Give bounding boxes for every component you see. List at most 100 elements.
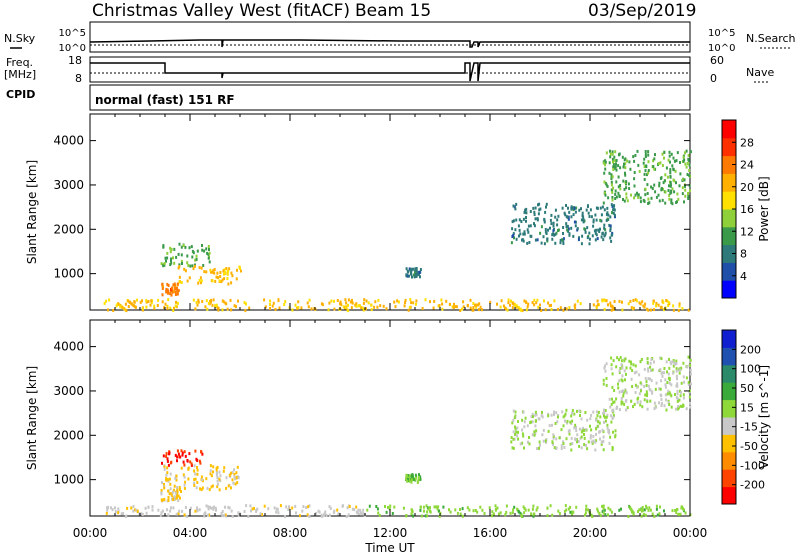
range-gate-cell: [240, 269, 242, 273]
range-gate-cell: [522, 239, 525, 243]
range-gate-cell: [640, 358, 643, 361]
range-gate-cell: [472, 302, 475, 305]
range-gate-cell: [611, 150, 614, 154]
range-gate-cell: [603, 226, 606, 230]
range-gate-cell: [653, 407, 656, 411]
range-gate-cell: [534, 206, 537, 210]
range-gate-cell: [393, 300, 396, 304]
range-gate-cell: [683, 380, 686, 384]
range-gate-cell: [173, 484, 176, 488]
range-gate-cell: [688, 163, 691, 167]
range-gate-cell: [643, 508, 646, 512]
range-gate-cell: [210, 485, 213, 489]
range-gate-cell: [633, 196, 636, 200]
range-gate-cell: [404, 301, 406, 305]
range-gate-cell: [534, 419, 537, 423]
range-gate-cell: [647, 150, 650, 154]
range-gate-cell: [587, 211, 590, 215]
range-gate-cell: [514, 410, 517, 414]
range-gate-cell: [658, 184, 661, 188]
range-gate-cell: [196, 249, 199, 253]
range-gate-cell: [526, 424, 529, 428]
range-gate-cell: [412, 477, 415, 481]
range-gate-cell: [671, 187, 674, 191]
range-gate-cell: [161, 287, 164, 290]
range-gate-cell: [166, 282, 169, 286]
colorbar-tick-label: -50: [740, 440, 758, 453]
range-gate-cell: [429, 506, 431, 510]
range-gate-cell: [605, 383, 608, 387]
range-gate-cell: [396, 299, 399, 303]
range-gate-cell: [243, 301, 246, 305]
range-gate-cell: [566, 421, 569, 425]
range-gate-cell: [180, 466, 183, 470]
range-gate-cell: [632, 405, 634, 409]
range-gate-cell: [147, 300, 150, 303]
range-gate-cell: [681, 186, 684, 190]
range-gate-cell: [324, 510, 327, 514]
range-gate-cell: [218, 279, 221, 283]
range-gate-cell: [221, 514, 224, 518]
range-gate-cell: [675, 362, 678, 366]
range-gate-cell: [630, 377, 633, 381]
range-gate-cell: [664, 173, 667, 177]
range-gate-cell: [377, 511, 380, 515]
range-gate-cell: [676, 384, 679, 388]
range-gate-cell: [578, 409, 581, 413]
range-gate-cell: [415, 475, 418, 479]
range-gate-cell: [612, 186, 615, 190]
range-gate-cell: [216, 476, 219, 479]
range-gate-cell: [205, 477, 208, 481]
range-gate-cell: [661, 164, 664, 167]
range-gate-cell: [511, 220, 514, 224]
range-gate-cell: [618, 379, 621, 383]
range-gate-cell: [676, 392, 679, 396]
range-gate-cell: [668, 357, 670, 361]
range-gate-cell: [237, 511, 240, 515]
range-gate-cell: [207, 505, 210, 509]
range-gate-cell: [408, 305, 411, 309]
range-gate-cell: [321, 303, 324, 307]
range-gate-cell: [676, 397, 679, 401]
range-gate-cell: [355, 302, 358, 306]
range-gate-cell: [682, 155, 685, 159]
range-gate-cell: [419, 477, 422, 481]
colorbar-segment: [722, 120, 736, 139]
range-gate-cell: [604, 167, 607, 171]
range-gate-cell: [210, 298, 213, 302]
range-gate-cell: [542, 235, 545, 239]
range-gate-cell: [226, 307, 229, 311]
range-gate-cell: [373, 305, 376, 309]
range-gate-cell: [500, 299, 503, 303]
range-gate-cell: [611, 204, 614, 208]
range-gate-cell: [253, 506, 255, 510]
range-gate-cell: [517, 224, 520, 228]
range-gate-cell: [147, 505, 150, 509]
range-gate-cell: [200, 475, 203, 479]
freq-label: Freq.: [6, 56, 33, 69]
range-gate-cell: [378, 513, 381, 517]
range-gate-cell: [652, 159, 655, 163]
range-gate-cell: [622, 165, 625, 169]
range-gate-cell: [525, 207, 528, 211]
range-gate-cell: [419, 505, 422, 509]
range-gate-cell: [411, 509, 414, 512]
range-gate-cell: [203, 512, 206, 516]
range-gate-cell: [570, 448, 573, 452]
range-gate-cell: [632, 299, 635, 302]
range-gate-cell: [578, 236, 580, 240]
range-gate-cell: [667, 189, 670, 192]
range-gate-cell: [647, 377, 650, 381]
range-gate-cell: [600, 235, 603, 239]
freq-trace: [90, 62, 690, 82]
range-gate-cell: [417, 479, 420, 483]
range-gate-cell: [586, 418, 589, 422]
range-gate-cell: [643, 199, 646, 203]
range-gate-cell: [237, 476, 240, 480]
range-gate-cell: [626, 406, 629, 410]
range-gate-cell: [584, 513, 586, 517]
range-gate-cell: [502, 304, 505, 308]
range-gate-cell: [217, 308, 220, 312]
range-gate-cell: [677, 309, 680, 313]
range-gate-cell: [639, 360, 642, 364]
